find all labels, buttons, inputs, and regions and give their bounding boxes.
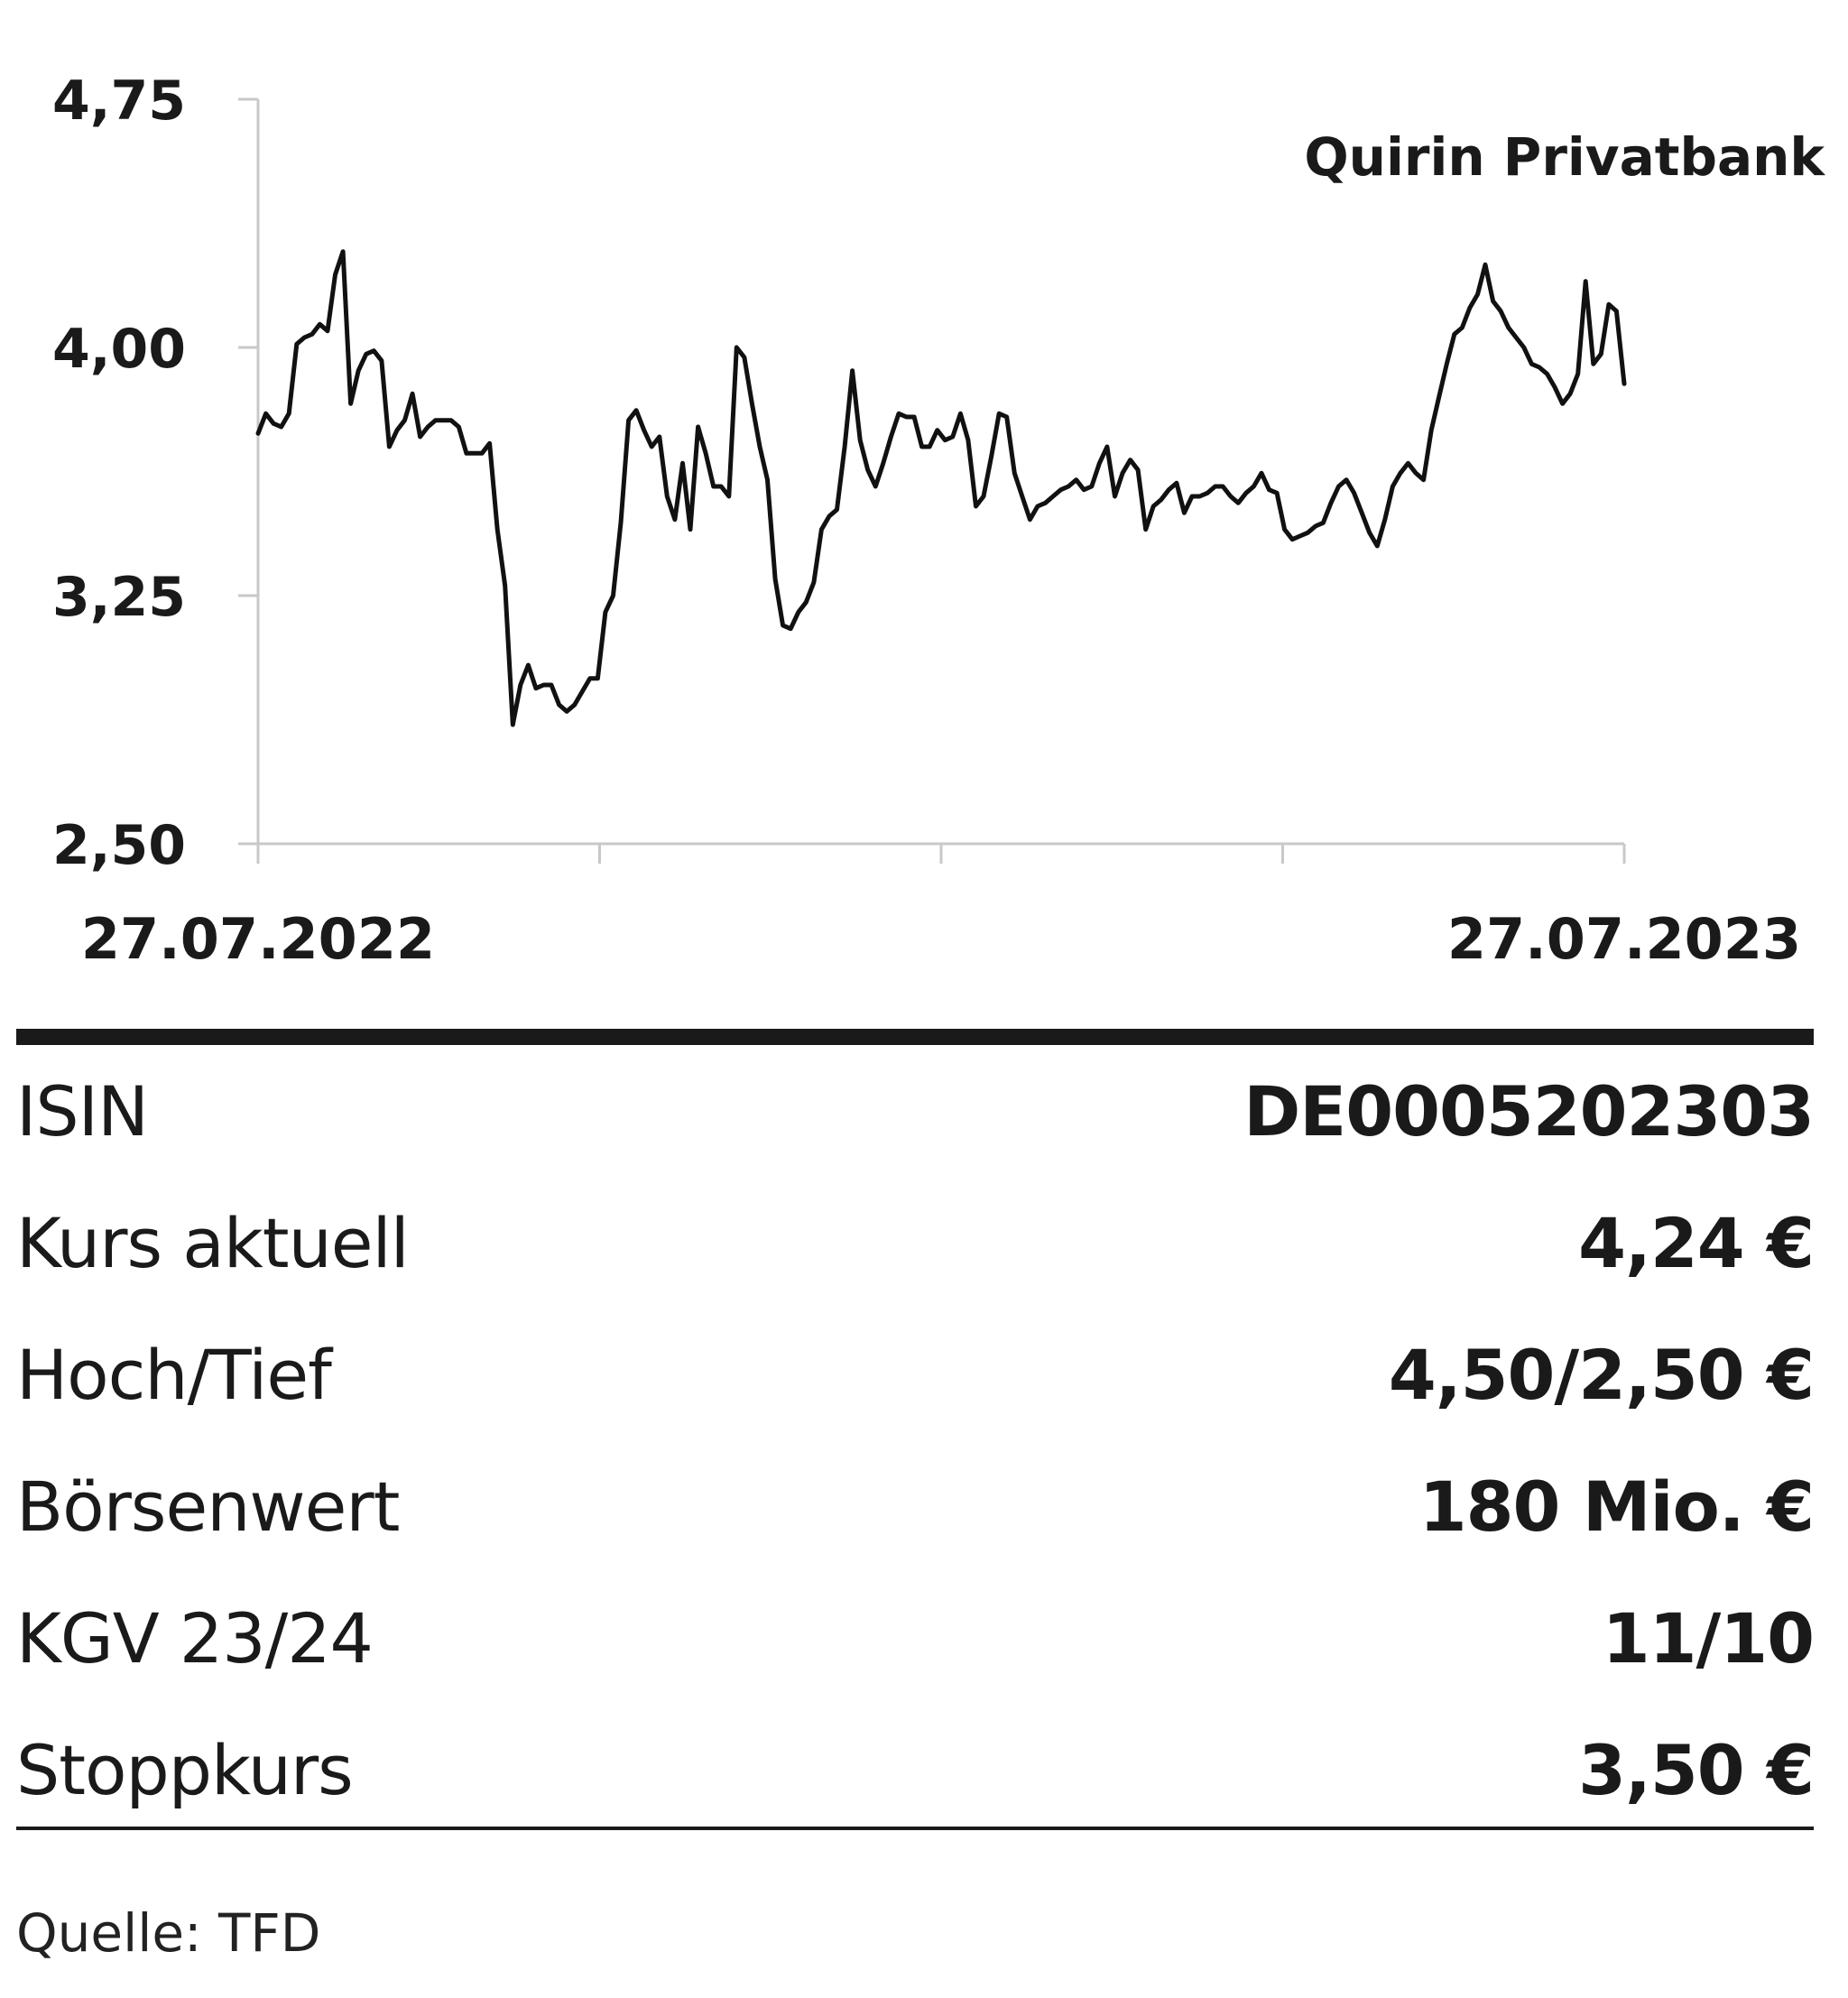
y-tick-label: 2,50 — [52, 814, 186, 877]
row-value-kgv: 11/10 — [1602, 1597, 1815, 1679]
y-tick-label: 3,25 — [52, 566, 186, 629]
y-tick-label: 4,75 — [52, 69, 186, 133]
row-label-isin: ISIN — [16, 1070, 149, 1152]
row-label-boersenwert: Börsenwert — [16, 1466, 400, 1547]
row-label-hoch-tief: Hoch/Tief — [16, 1334, 332, 1415]
table-row: KGV 23/24 11/10 — [16, 1572, 1815, 1704]
table-row: Börsenwert 180 Mio. € — [16, 1440, 1815, 1572]
table-row: Hoch/Tief 4,50/2,50 € — [16, 1309, 1815, 1440]
x-start-label: 27.07.2022 — [81, 906, 435, 972]
table-row: Kurs aktuell 4,24 € — [16, 1177, 1815, 1309]
row-value-isin: DE0005202303 — [1243, 1070, 1815, 1152]
price-series-line — [255, 249, 1627, 727]
table-top-rule — [16, 1029, 1814, 1045]
row-label-stoppkurs: Stoppkurs — [16, 1729, 354, 1810]
row-value-stoppkurs: 3,50 € — [1578, 1729, 1815, 1810]
source-note: Quelle: TFD — [16, 1902, 321, 1964]
chart-axes — [238, 99, 1624, 846]
row-label-kurs-aktuell: Kurs aktuell — [16, 1202, 410, 1283]
row-value-boersenwert: 180 Mio. € — [1418, 1466, 1815, 1547]
y-axis-tick-labels: 4,75 4,00 3,25 2,50 — [52, 69, 258, 877]
y-tick-label: 4,00 — [52, 318, 186, 381]
price-chart: 4,75 4,00 3,25 2,50 Quirin Privatbank 27.07… — [52, 69, 1825, 972]
table-row: Stoppkurs 3,50 € — [16, 1704, 1815, 1836]
chart-title: Quirin Privatbank — [1304, 126, 1825, 188]
row-label-kgv: KGV 23/24 — [16, 1597, 374, 1679]
key-figures-table: ISIN DE0005202303 Kurs aktuell 4,24 € Ho… — [16, 1045, 1815, 1836]
row-value-kurs-aktuell: 4,24 € — [1578, 1202, 1815, 1283]
row-value-hoch-tief: 4,50/2,50 € — [1388, 1334, 1815, 1415]
table-bottom-rule — [16, 1827, 1814, 1830]
x-end-label: 27.07.2023 — [1447, 906, 1801, 972]
table-row: ISIN DE0005202303 — [16, 1045, 1815, 1177]
x-axis-ticks — [256, 844, 1626, 864]
